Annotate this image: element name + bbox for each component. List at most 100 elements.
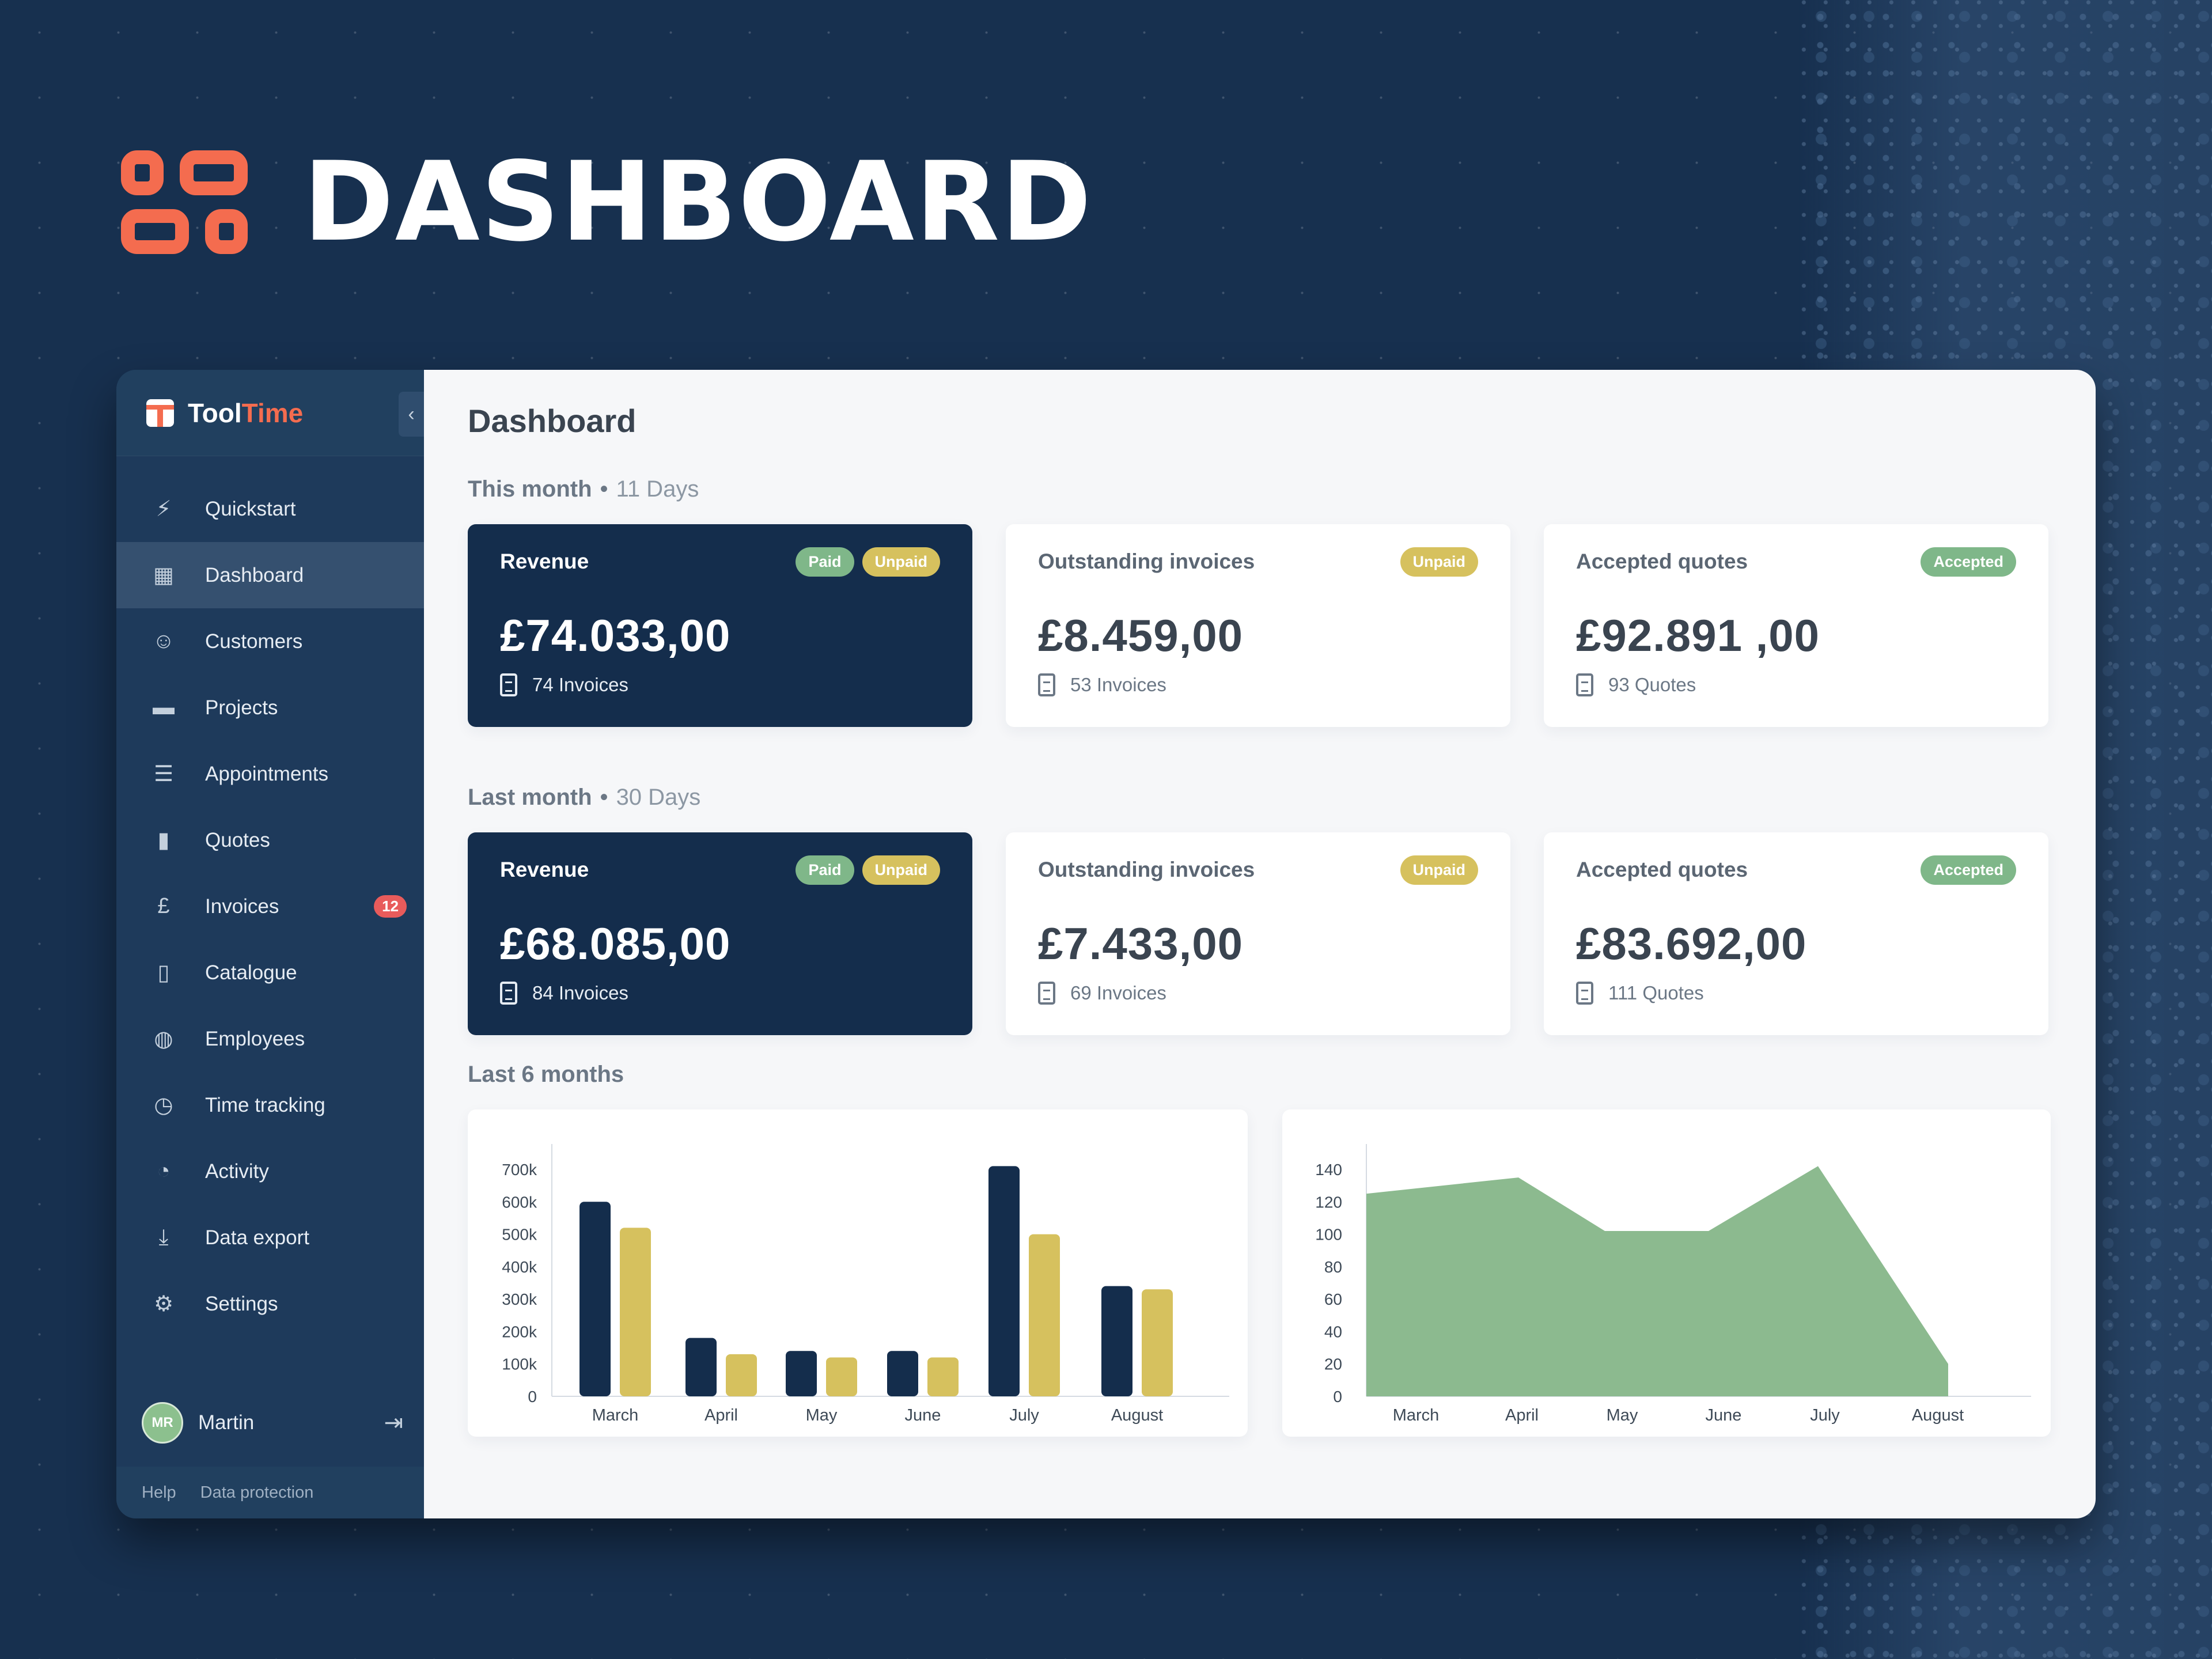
sidebar-item-catalogue[interactable]: ▯ Catalogue: [116, 940, 424, 1006]
outstanding-invoices-card[interactable]: Outstanding invoices Unpaid £8.459,00 53 In…: [1006, 524, 1510, 727]
logout-icon[interactable]: ⇥: [384, 1410, 403, 1435]
brand-name-first: Tool: [188, 397, 242, 428]
y-tick-label: 80: [1324, 1258, 1342, 1276]
sidebar-item-quotes[interactable]: ▮ Quotes: [116, 807, 424, 873]
sidebar-item-employees[interactable]: ◍ Employees: [116, 1006, 424, 1072]
card-tags: Paid Unpaid: [796, 547, 940, 577]
document-icon: [1576, 982, 1593, 1005]
sidebar-footer: Help Data protection: [116, 1467, 424, 1518]
this-month-title: This month: [468, 476, 592, 502]
card-count: 111 Quotes: [1576, 982, 2016, 1005]
card-title: Outstanding invoices: [1038, 858, 1255, 881]
dashboard-logo-icon: [121, 150, 248, 254]
last-month-title: Last month: [468, 785, 592, 810]
book-icon: ▯: [157, 961, 170, 985]
sidebar-item-projects[interactable]: ▬ Projects: [116, 675, 424, 741]
sidebar-item-label: Activity: [205, 1160, 269, 1183]
x-tick-label: May: [1607, 1406, 1638, 1425]
status-badge: Unpaid: [862, 547, 940, 577]
revenue-card[interactable]: Revenue Paid Unpaid £68.085,00 84 Invoices: [468, 832, 972, 1035]
sidebar-item-label: Dashboard: [205, 563, 304, 586]
card-tags: Accepted: [1921, 855, 2016, 885]
collapse-sidebar-button[interactable]: ‹: [399, 392, 424, 437]
folder-icon: ▬: [153, 695, 175, 719]
bar-paid: [786, 1351, 817, 1396]
this-month-label: This month • 11 Days: [468, 476, 2052, 502]
tooltime-logo-icon: [146, 399, 174, 427]
sidebar-item-activity[interactable]: ◔ Activity: [116, 1138, 424, 1205]
data-protection-link[interactable]: Data protection: [200, 1483, 314, 1502]
card-amount: £68.085,00: [500, 918, 731, 969]
sidebar-item-invoices[interactable]: £ Invoices 12: [116, 873, 424, 940]
revenue-card[interactable]: Revenue Paid Unpaid £74.033,00 74 Invoices: [468, 524, 972, 727]
sidebar-item-quickstart[interactable]: ⚡ Quickstart: [116, 476, 424, 542]
area-chart-svg: 0 20 40 60 80 100 120 140 March April May June July A…: [1315, 1144, 2031, 1425]
sidebar-item-label: Settings: [205, 1292, 278, 1315]
bar-paid: [579, 1202, 611, 1396]
card-count: 93 Quotes: [1576, 673, 2016, 696]
status-badge: Accepted: [1921, 855, 2016, 885]
dashboard-icon: ▦: [153, 563, 174, 588]
sidebar-item-customers[interactable]: ☺ Customers: [116, 608, 424, 675]
y-tick-label: 60: [1324, 1290, 1342, 1308]
accepted-quotes-card[interactable]: Accepted quotes Accepted £92.891 ,00 93 Quo…: [1544, 524, 2048, 727]
y-tick-label: 100: [1315, 1226, 1342, 1244]
card-count: 74 Invoices: [500, 673, 940, 696]
accepted-quotes-card[interactable]: Accepted quotes Accepted £83.692,00 111 Quo…: [1544, 832, 2048, 1035]
card-count-label: 111 Quotes: [1608, 982, 1704, 1003]
y-tick-label: 0: [528, 1388, 537, 1406]
sidebar-item-label: Quotes: [205, 828, 270, 851]
sidebar-item-time-tracking[interactable]: ◷ Time tracking: [116, 1072, 424, 1138]
users-icon: ◍: [154, 1027, 173, 1051]
status-badge: Unpaid: [1400, 855, 1478, 885]
last-month-range: 30 Days: [616, 785, 701, 810]
help-link[interactable]: Help: [142, 1483, 176, 1502]
avatar[interactable]: MR: [142, 1402, 183, 1444]
sidebar-item-label: Appointments: [205, 762, 329, 785]
bar-paid: [988, 1166, 1020, 1396]
sidebar-item-data-export[interactable]: ⤓ Data export: [116, 1205, 424, 1271]
y-tick-label: 140: [1315, 1161, 1342, 1179]
y-tick-label: 700k: [502, 1161, 537, 1179]
card-count-label: 74 Invoices: [532, 674, 628, 695]
document-icon: [500, 673, 517, 696]
sidebar-item-label: Employees: [205, 1027, 305, 1050]
sidebar-item-label: Projects: [205, 696, 278, 719]
page-title: DASHBOARD: [303, 138, 1093, 266]
card-title: Accepted quotes: [1576, 858, 1748, 881]
document-icon: [500, 982, 517, 1005]
status-badge: Unpaid: [1400, 547, 1478, 577]
sidebar-item-dashboard[interactable]: ▦ Dashboard: [116, 542, 424, 608]
main-content: Dashboard This month • 11 Days Revenue Paid…: [424, 370, 2096, 1518]
sidebar-item-label: Quickstart: [205, 497, 296, 520]
card-count: 53 Invoices: [1038, 673, 1478, 696]
card-count-label: 69 Invoices: [1070, 982, 1166, 1003]
this-month-range: 11 Days: [616, 476, 699, 502]
brand-name-second: Time: [241, 397, 304, 428]
sidebar-item-appointments[interactable]: ☰ Appointments: [116, 741, 424, 807]
y-tick-label: 400k: [502, 1258, 537, 1276]
gear-icon: ⚙: [153, 1292, 174, 1316]
card-amount: £74.033,00: [500, 610, 731, 661]
separator-dot: •: [600, 785, 608, 810]
charts-row: 0 100k 200k 300k 400k 500k 600k 700k March April M…: [468, 1109, 2052, 1437]
card-count: 69 Invoices: [1038, 982, 1478, 1005]
x-tick-label: August: [1111, 1406, 1163, 1425]
card-amount: £83.692,00: [1576, 918, 1807, 969]
x-tick-label: May: [806, 1406, 838, 1425]
x-tick-label: March: [592, 1406, 639, 1425]
bar-unpaid: [620, 1228, 651, 1396]
y-tick-label: 20: [1324, 1355, 1342, 1373]
sidebar-item-settings[interactable]: ⚙ Settings: [116, 1271, 424, 1337]
bar-paid: [887, 1351, 918, 1396]
outstanding-invoices-card[interactable]: Outstanding invoices Unpaid £7.433,00 69 In…: [1006, 832, 1510, 1035]
sidebar-item-label: Invoices: [205, 895, 279, 918]
chevron-left-icon: ‹: [408, 403, 415, 425]
page-header: DASHBOARD: [121, 138, 1093, 266]
card-title: Revenue: [500, 550, 589, 573]
x-tick-label: April: [704, 1406, 738, 1425]
x-tick-label: July: [1009, 1406, 1039, 1425]
card-tags: Accepted: [1921, 547, 2016, 577]
main-title: Dashboard: [468, 403, 637, 439]
sidebar-item-label: Data export: [205, 1226, 309, 1249]
